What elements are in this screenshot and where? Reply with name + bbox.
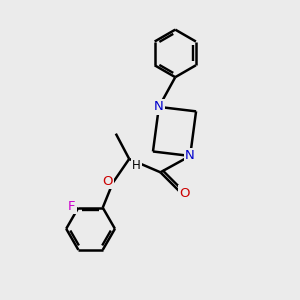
Text: H: H: [132, 159, 141, 172]
Text: O: O: [179, 187, 189, 200]
Text: N: N: [185, 149, 195, 162]
Text: F: F: [68, 200, 76, 213]
Text: N: N: [154, 100, 164, 113]
Text: O: O: [102, 175, 113, 188]
